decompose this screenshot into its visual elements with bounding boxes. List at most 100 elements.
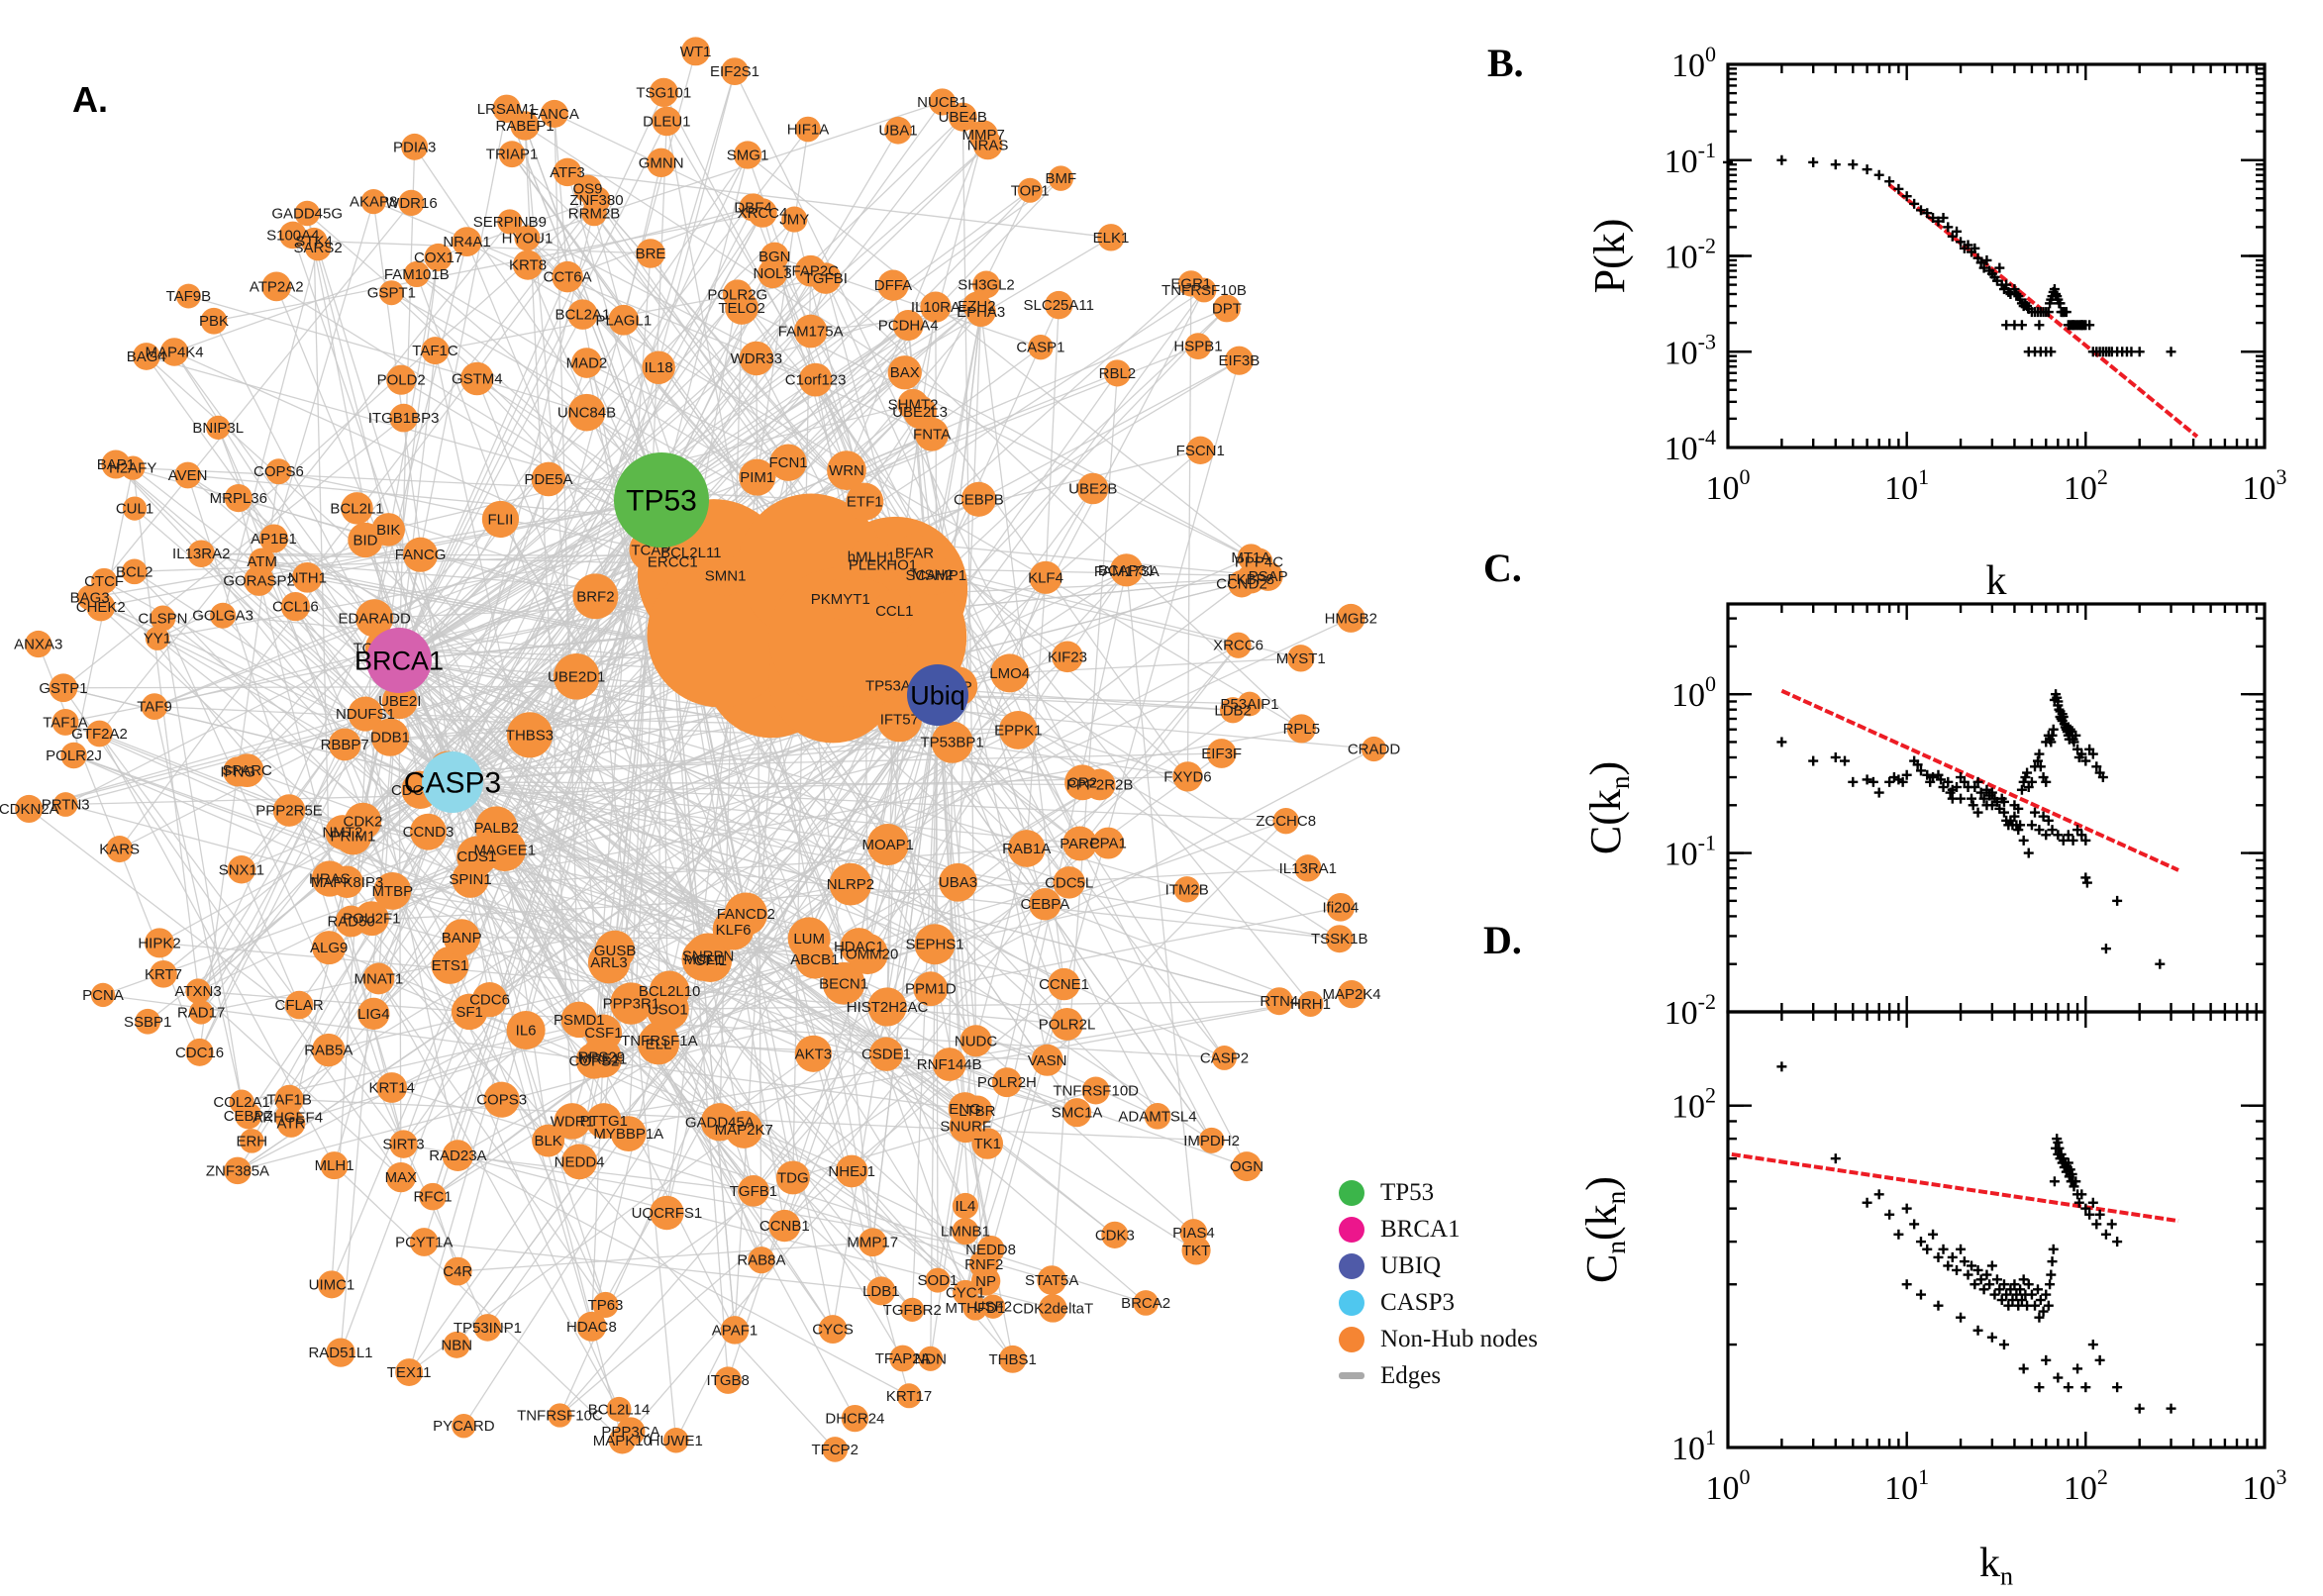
axis-label: P(k) — [1585, 219, 1634, 294]
network-edge — [378, 977, 721, 1123]
network-node-label: HIF1A — [787, 122, 830, 139]
network-node-label: WDR16 — [385, 195, 438, 212]
network-edge — [866, 569, 1128, 954]
network-node-label: PPP4C — [1235, 553, 1283, 570]
network-edge — [657, 212, 763, 368]
network-node-label: SEPHS1 — [905, 937, 963, 953]
network-node-label: LTBR — [959, 1103, 995, 1120]
network-node-label: BCL2L10 — [639, 983, 701, 1000]
network-node-label: CSDE1 — [861, 1047, 911, 1063]
network-node-label: MAP4K4 — [145, 344, 203, 360]
network-node-label: WT1 — [680, 44, 712, 60]
network-edge — [660, 325, 909, 501]
network-node — [259, 524, 288, 553]
network-node — [185, 978, 211, 1004]
network-node — [548, 1403, 572, 1428]
network-node-label: FAM173A — [1094, 563, 1160, 580]
network-node-label: ERCC1 — [648, 554, 698, 571]
network-node — [376, 1072, 408, 1103]
network-node — [1031, 1044, 1063, 1076]
network-node — [652, 106, 682, 137]
network-node-label: MAP2K4 — [1322, 986, 1380, 1003]
network-node — [576, 1311, 607, 1342]
panel-d-label: D. — [1483, 918, 1522, 962]
network-node — [991, 1067, 1022, 1098]
network-node-label: CDK2deltaT — [1012, 1300, 1093, 1317]
network-node-label: DLEU1 — [643, 113, 690, 130]
network-node-label: Ifi204 — [1322, 899, 1359, 916]
network-node — [889, 1345, 917, 1372]
tick-label: 10-2 — [1665, 234, 1716, 276]
network-node — [174, 461, 202, 489]
network-node-label: TFAP2C — [782, 263, 839, 280]
legend-item-edges: Edges — [1339, 1357, 1538, 1394]
network-node-label: PSAP — [1249, 568, 1288, 585]
network-node — [471, 981, 508, 1018]
network-node-label: NOL3 — [754, 265, 792, 282]
network-edge — [89, 597, 421, 791]
tick-label: 103 — [2243, 464, 2287, 507]
network-node-label: VASN — [1028, 1052, 1067, 1069]
network-node — [443, 1331, 470, 1358]
network-node-label: NEDD8 — [965, 1242, 1016, 1258]
network-node — [443, 919, 480, 956]
network-edge — [586, 361, 865, 503]
network-edge — [628, 694, 939, 1135]
casp3-dot-icon — [1339, 1289, 1364, 1316]
network-node-label: GORASP2 — [223, 573, 295, 590]
network-edge — [590, 694, 939, 1328]
network-edge — [1051, 372, 1119, 1281]
network-node — [733, 141, 762, 169]
network-edge — [757, 129, 809, 478]
network-node — [1097, 224, 1125, 251]
network-node-label: ATP2A2 — [250, 278, 304, 295]
network-edge — [398, 350, 437, 661]
network-edge — [452, 116, 963, 783]
network-node-label: TP53INP1 — [454, 1320, 522, 1337]
network-node — [424, 243, 453, 272]
network-node-label: UBE4B — [939, 109, 987, 126]
network-node-label: TAF9 — [137, 699, 172, 716]
network-edge — [675, 881, 960, 1442]
network-node — [1336, 603, 1365, 633]
network-node-label: HDAC1 — [834, 939, 884, 955]
tick-label: 10-1 — [1665, 138, 1716, 180]
network-node-label: BRF2 — [576, 588, 614, 605]
network-node — [647, 148, 676, 177]
network-node-label: AP1B1 — [251, 531, 297, 548]
network-edge — [452, 781, 888, 846]
network-node — [822, 1437, 849, 1462]
network-node-label: ZNF380 — [569, 192, 623, 209]
network-node-label: SLC25A11 — [1024, 297, 1094, 314]
network-edge — [476, 377, 587, 414]
network-node-label: SF1 — [455, 1004, 483, 1021]
network-node-label: FLII — [488, 511, 514, 528]
network-node-label: XRCC6 — [1213, 638, 1263, 654]
network-node-label: TKT — [1182, 1243, 1210, 1259]
network-node-label: SMG1 — [727, 148, 769, 164]
network-node-label: ZNF385A — [206, 1162, 269, 1179]
network-node-label: PDIA3 — [393, 139, 436, 155]
network-node — [344, 802, 382, 841]
network-node — [145, 928, 175, 958]
network-node — [971, 1128, 1004, 1159]
network-edge — [132, 467, 202, 1013]
network-node-label: PSMD1 — [554, 1012, 605, 1029]
network-edge — [398, 189, 1031, 661]
network-edge — [1126, 571, 1197, 1250]
network-node-label: EPHA3 — [957, 304, 1005, 321]
network-node-label: IL18 — [645, 359, 673, 376]
network-node — [553, 652, 600, 700]
network-node-label: ITGB8 — [707, 1372, 750, 1389]
network-edge — [391, 890, 470, 1013]
network-edge — [237, 770, 393, 892]
network-node-label: GSTM4 — [452, 371, 503, 388]
tick-label: 10-3 — [1665, 329, 1716, 371]
network-node-label: NTH1 — [288, 569, 327, 586]
network-node-label: ATM — [247, 553, 277, 570]
network-node — [244, 565, 274, 596]
network-node — [373, 871, 412, 910]
network-node — [1173, 876, 1200, 903]
network-node — [341, 492, 373, 525]
